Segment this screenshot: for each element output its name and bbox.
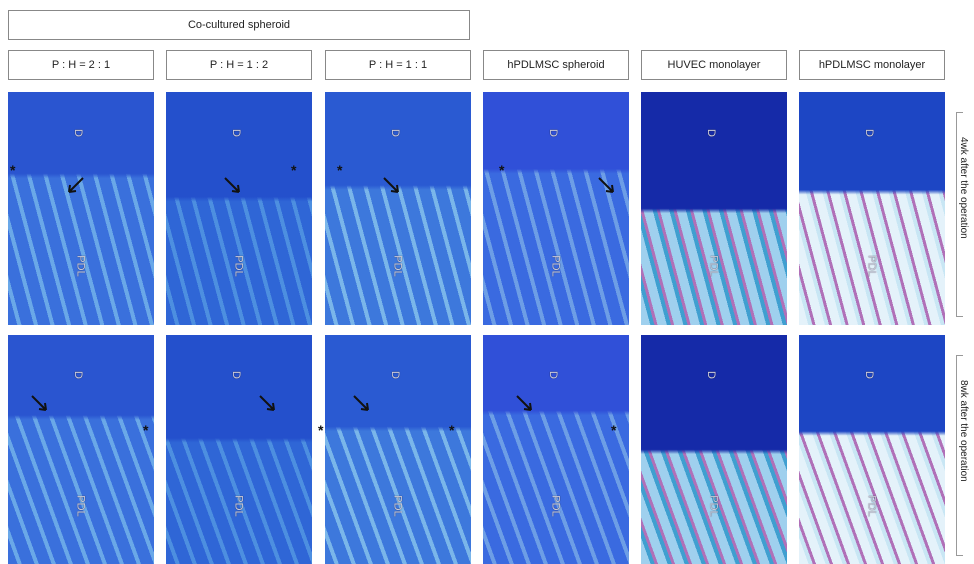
marker: * xyxy=(318,422,323,438)
marker: * xyxy=(337,162,342,178)
dentin-label: D xyxy=(863,371,875,379)
dentin-label: D xyxy=(863,129,875,137)
dentin-label: D xyxy=(72,129,84,137)
pdl-label: PDL xyxy=(866,495,878,516)
pdl-label: PDL xyxy=(75,495,87,516)
pdl-label: PDL xyxy=(392,255,404,276)
pdl-label: PDL xyxy=(550,495,562,516)
column-label: P : H = 1 : 1 xyxy=(325,50,471,80)
dentin-label: D xyxy=(547,129,559,137)
image-panel xyxy=(483,92,629,325)
pdl-label: PDL xyxy=(550,255,562,276)
arrow xyxy=(350,392,374,416)
image-panel xyxy=(799,335,945,564)
pdl-label: PDL xyxy=(75,255,87,276)
pdl-label: PDL xyxy=(392,495,404,516)
marker: * xyxy=(10,162,15,178)
dentin-label: D xyxy=(547,371,559,379)
image-panel xyxy=(8,92,154,325)
image-panel xyxy=(641,335,787,564)
image-panel xyxy=(325,335,471,564)
pdl-label: PDL xyxy=(233,255,245,276)
row-label: 8wk after the operation xyxy=(958,380,969,482)
arrow xyxy=(513,392,537,416)
pdl-label: PDL xyxy=(866,255,878,276)
dentin-label: D xyxy=(389,371,401,379)
marker: * xyxy=(499,162,504,178)
image-panel xyxy=(641,92,787,325)
column-label: hPDLMSC spheroid xyxy=(483,50,629,80)
arrow xyxy=(63,174,87,198)
image-panel xyxy=(8,335,154,564)
pdl-label: PDL xyxy=(233,495,245,516)
figure: Co-cultured spheroid P : H = 2 : 1 D PDL * D… xyxy=(0,0,974,564)
image-panel xyxy=(483,335,629,564)
column-label: hPDLMSC monolayer xyxy=(799,50,945,80)
image-panel xyxy=(166,335,312,564)
header-box: Co-cultured spheroid xyxy=(8,10,470,40)
dentin-label: D xyxy=(230,371,242,379)
dentin-label: D xyxy=(705,129,717,137)
marker: * xyxy=(449,422,454,438)
arrow xyxy=(595,174,619,198)
marker: * xyxy=(611,422,616,438)
pdl-label: PDL xyxy=(708,495,720,516)
pdl-label: PDL xyxy=(708,255,720,276)
row-label: 4wk after the operation xyxy=(958,137,969,239)
arrow xyxy=(28,392,52,416)
arrow xyxy=(380,174,404,198)
arrow xyxy=(221,174,245,198)
column-label: HUVEC monolayer xyxy=(641,50,787,80)
arrow xyxy=(256,392,280,416)
column-label: P : H = 2 : 1 xyxy=(8,50,154,80)
dentin-label: D xyxy=(230,129,242,137)
dentin-label: D xyxy=(72,371,84,379)
marker: * xyxy=(291,162,296,178)
column-label: P : H = 1 : 2 xyxy=(166,50,312,80)
image-panel xyxy=(325,92,471,325)
marker: * xyxy=(143,422,148,438)
dentin-label: D xyxy=(389,129,401,137)
image-panel xyxy=(166,92,312,325)
dentin-label: D xyxy=(705,371,717,379)
image-panel xyxy=(799,92,945,325)
